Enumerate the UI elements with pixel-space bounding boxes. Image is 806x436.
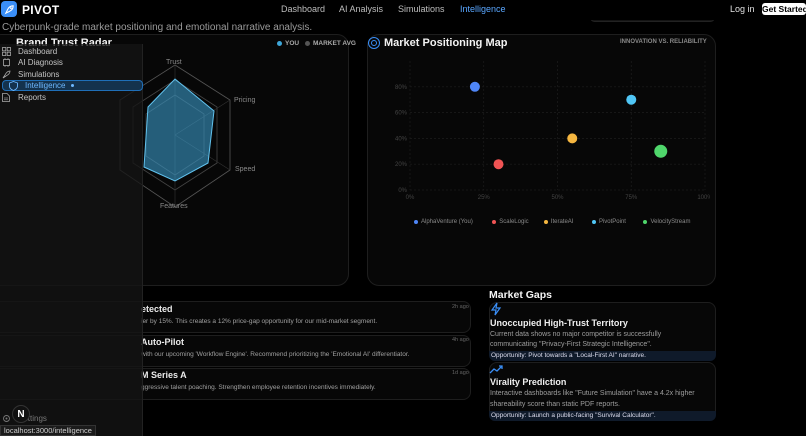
legend-label: PivotPoint [598, 219, 626, 225]
grid-icon [1, 47, 11, 57]
x-tick-label: 0% [406, 195, 415, 201]
legend-item: PivotPoint [591, 219, 626, 225]
sidebar-item-label: AI Diagnosis [18, 58, 63, 67]
nav-link-ai-analysis[interactable]: AI Analysis [339, 4, 384, 14]
legend-label: IterateAI [550, 219, 574, 225]
legend-market-label: MARKET AVG [313, 40, 356, 47]
gap-2-text-line-1: Interactive dashboards like "Future Simu… [490, 390, 695, 397]
sidebar: Dashboard AI Diagnosis Simulations Intel… [0, 44, 143, 436]
feed-item-2-text: with our upcoming 'Workflow Engine'. Rec… [141, 351, 410, 358]
legend-market-dot [305, 41, 310, 46]
x-tick-label: 25% [478, 195, 491, 201]
legend-label: VelocityStream [650, 219, 691, 225]
legend-label: AlphaVenture (You) [421, 219, 473, 225]
scatter-point-scalelogic[interactable] [493, 159, 504, 170]
sidebar-item-label: Dashboard [18, 47, 58, 56]
x-tick-label: 100% [697, 195, 710, 201]
feed-item-1-text: ier by 15%. This creates a 12% price-gap… [141, 318, 378, 325]
radar-axis-speed: Speed [235, 166, 256, 173]
sidebar-item-dashboard[interactable]: Dashboard [0, 46, 57, 57]
sidebar-item-reports[interactable]: Reports [0, 92, 46, 103]
gap-1-opportunity: Opportunity: Pivot towards a "Local-Firs… [489, 351, 716, 361]
radar-axis-pricing: Pricing [234, 97, 256, 104]
legend-dot [543, 220, 548, 224]
feed-item-1-title: etected [141, 304, 173, 314]
status-bar-url: localhost:3000/intelligence [0, 425, 96, 436]
radar-axis-features: Features [160, 203, 188, 210]
positioning-scatter: 0% 20% 40% 60% 80% 0% 25% 50% 75% 100% [395, 61, 710, 201]
gap-1-text-line-2: communicating "Privacy-First Strategic I… [490, 341, 652, 348]
sidebar-item-intelligence[interactable]: Intelligence [2, 80, 143, 91]
legend-market-avg: MARKET AVG [305, 40, 356, 47]
y-tick-label: 20% [395, 162, 408, 168]
sidebar-item-label: Settings [18, 414, 47, 423]
scatter-point-alphaventure-you[interactable] [469, 81, 480, 92]
nav-link-simulations[interactable]: Simulations [398, 4, 445, 14]
scatter-point-pivotpoint[interactable] [626, 94, 637, 105]
market-positioning-card [367, 34, 716, 286]
get-started-button[interactable]: Get Started [762, 3, 806, 15]
radar-axis-trust: Trust [166, 59, 182, 66]
legend-item: ScaleLogic [492, 219, 529, 225]
lightning-icon [490, 302, 502, 316]
legend-dot [492, 220, 497, 224]
x-tick-label: 75% [625, 195, 638, 201]
rocket-icon [1, 70, 11, 80]
y-tick-label: 80% [395, 85, 408, 91]
feed-item-2-title: Auto-Pilot [141, 337, 184, 347]
gap-1-title: Unoccupied High-Trust Territory [490, 318, 628, 328]
target-icon [368, 37, 380, 49]
sidebar-item-label: Intelligence [25, 81, 66, 90]
scatter-legend: AlphaVenture (You) ScaleLogic IterateAI Piv… [414, 219, 714, 227]
feed-item-1-time: 2h ago [452, 304, 469, 310]
chip-icon [1, 58, 11, 68]
legend-item: IterateAI [543, 219, 574, 225]
feed-item-3-time: 1d ago [452, 370, 469, 376]
gap-2-title: Virality Prediction [490, 377, 567, 387]
document-icon [1, 93, 11, 103]
legend-item: AlphaVenture (You) [414, 219, 473, 225]
feed-item-2-time: 4h ago [452, 337, 469, 343]
top-navigation: PIVOT Dashboard AI Analysis Simulations … [0, 0, 806, 20]
positioning-title: Market Positioning Map [384, 37, 508, 49]
y-tick-label: 0% [398, 188, 407, 194]
legend-item: VelocityStream [643, 219, 690, 225]
gap-2-text-line-2: shareability score than static PDF repor… [490, 401, 620, 408]
scatter-point-iterateai[interactable] [567, 133, 578, 144]
feed-item-3-text: ggressive talent poaching. Strengthen em… [141, 384, 376, 391]
market-gaps-title: Market Gaps [489, 289, 553, 301]
scatter-point-velocitystream[interactable] [654, 144, 668, 158]
legend-dot [591, 220, 596, 224]
x-tick-label: 50% [551, 195, 564, 201]
rocket-logo-icon[interactable] [1, 1, 17, 17]
sidebar-item-label: Reports [18, 93, 47, 102]
legend-you-label: YOU [285, 40, 300, 47]
sidebar-item-simulations[interactable]: Simulations [0, 69, 59, 80]
gear-icon [1, 414, 11, 424]
legend-you: YOU [277, 40, 299, 47]
sidebar-item-label: Simulations [18, 70, 60, 79]
legend-dot [414, 220, 418, 224]
y-tick-label: 60% [395, 111, 408, 117]
shield-icon [8, 80, 18, 91]
gap-2-opportunity: Opportunity: Launch a public-facing "Sur… [489, 411, 716, 421]
y-tick-label: 40% [395, 136, 408, 142]
feed-item-3-title: M Series A [141, 370, 187, 380]
nav-link-intelligence[interactable]: Intelligence [460, 4, 506, 14]
radar-chart [119, 64, 231, 208]
sidebar-item-settings[interactable]: Settings [0, 413, 47, 424]
user-avatar[interactable]: N [12, 405, 30, 423]
legend-dot [643, 220, 648, 224]
nav-link-dashboard[interactable]: Dashboard [281, 4, 326, 14]
active-indicator-dot [71, 84, 75, 87]
sidebar-item-ai-diagnosis[interactable]: AI Diagnosis [0, 57, 63, 68]
brand-name[interactable]: PIVOT [22, 3, 60, 17]
gap-1-text-line-1: Current data shows no major competitor i… [490, 331, 662, 338]
legend-label: ScaleLogic [499, 219, 529, 225]
positioning-tag: INNOVATION VS. RELIABILITY [620, 39, 707, 45]
legend-you-dot [277, 41, 282, 46]
page-subtitle: Cyberpunk-grade market positioning and e… [2, 22, 313, 33]
login-link[interactable]: Log in [730, 4, 755, 14]
trend-up-icon [489, 365, 503, 374]
